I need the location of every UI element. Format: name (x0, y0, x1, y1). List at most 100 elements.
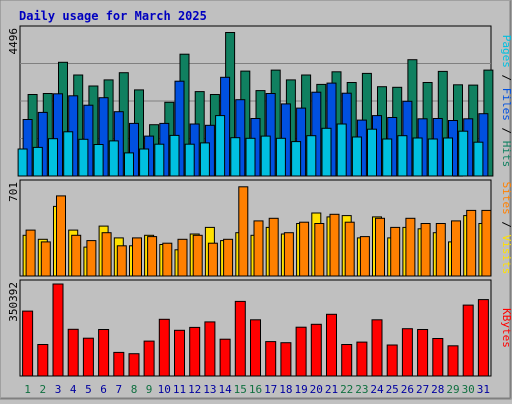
bar-kbytes (326, 313, 337, 377)
bar-kbytes (37, 344, 49, 377)
x-tick-label: 28 (431, 383, 444, 396)
x-tick-label: 20 (310, 383, 323, 396)
legend-item: Hits (500, 141, 512, 168)
bar-kbytes (250, 319, 261, 377)
x-tick-label: 11 (173, 383, 186, 396)
bar-kbytes (447, 345, 459, 377)
panel-kbytes: 350392 KBytes (7, 279, 512, 377)
x-axis-tick-labels: 1 2 3 4 5 6 7 8 9 10 11 12 13 14 15 16 17 18 19 20 21 22 23 24 2… (24, 383, 490, 396)
bar-sites (344, 221, 355, 277)
bar-kbytes (143, 340, 155, 377)
bar-sites (177, 238, 188, 277)
bar-kbytes (310, 323, 322, 377)
bar-sites (207, 242, 218, 277)
bar-pages (32, 146, 43, 177)
x-tick-label: 5 (85, 383, 92, 396)
bar-kbytes (356, 341, 368, 377)
bar-pages (367, 128, 377, 177)
bar-sites (420, 223, 431, 277)
series-kbytes (22, 283, 489, 377)
y-max-label: 4496 (7, 28, 20, 55)
bar-kbytes (401, 328, 413, 377)
bar-sites (147, 236, 158, 277)
bar-kbytes (98, 329, 110, 377)
bar-pages (215, 115, 226, 177)
bar-pages (397, 135, 408, 177)
bar-kbytes (371, 319, 383, 377)
bar-sites (116, 245, 127, 277)
legend-kbytes: KBytes (500, 308, 512, 348)
x-tick-label: 27 (416, 383, 429, 396)
bar-pages (412, 137, 423, 177)
bar-pages (458, 130, 469, 177)
bar-pages (321, 127, 332, 177)
chart-title: Daily usage for March 2025 (19, 9, 207, 23)
x-tick-label: 31 (477, 383, 490, 396)
x-tick-label: 30 (462, 383, 475, 396)
legend-item: Visits (500, 235, 512, 275)
x-tick-label: 15 (234, 383, 247, 396)
x-tick-label: 13 (203, 383, 216, 396)
legend-item: Sites (500, 182, 512, 215)
bar-sites (268, 217, 279, 277)
bar-pages (139, 148, 150, 177)
bar-pages (169, 134, 180, 177)
bar-sites (466, 209, 477, 277)
x-tick-label: 4 (70, 383, 77, 396)
bar-sites (192, 234, 203, 277)
bar-pages (154, 143, 165, 177)
bar-pages (124, 152, 134, 177)
y-max-label: 350392 (7, 282, 20, 322)
bar-kbytes (67, 328, 79, 377)
panel-visits-sites: 701 Sites / Visits (7, 179, 512, 277)
bar-kbytes (82, 337, 94, 377)
series-sites (25, 186, 492, 277)
x-tick-label: 14 (218, 383, 232, 396)
bar-kbytes (174, 329, 185, 377)
legend-hits-files-pages: Pages / Files / Hits (500, 35, 512, 168)
bar-pages (230, 137, 241, 177)
x-tick-label: 12 (188, 383, 201, 396)
bar-pages (78, 138, 89, 177)
bar-sites (223, 238, 234, 277)
x-tick-label: 22 (340, 383, 353, 396)
x-tick-label: 17 (264, 383, 277, 396)
legend-visits-sites: Sites / Visits (500, 182, 512, 275)
x-tick-label: 7 (115, 383, 122, 396)
bar-pages (427, 138, 438, 177)
bar-pages (351, 136, 362, 177)
x-tick-label: 16 (249, 383, 262, 396)
legend-item: Files (500, 88, 512, 121)
bar-pages (473, 141, 484, 177)
bar-pages (184, 143, 195, 177)
bar-sites (86, 240, 97, 277)
x-tick-label: 9 (146, 383, 153, 396)
x-tick-label: 19 (294, 383, 307, 396)
bar-kbytes (22, 310, 34, 377)
x-tick-label: 29 (446, 383, 459, 396)
bar-kbytes (341, 344, 353, 377)
bar-sites (71, 234, 82, 277)
bar-sites (314, 223, 325, 277)
x-tick-label: 18 (279, 383, 292, 396)
bar-kbytes (477, 299, 489, 377)
x-tick-label: 1 (24, 383, 31, 396)
bar-sites (299, 221, 310, 277)
bar-kbytes (462, 304, 474, 377)
bar-sites (238, 186, 249, 277)
x-tick-label: 25 (386, 383, 399, 396)
legend-item: KBytes (500, 308, 512, 348)
bar-kbytes (219, 338, 231, 377)
bar-kbytes (158, 318, 170, 377)
bar-kbytes (432, 338, 444, 377)
panel-hits-files-pages: 4496 Pages / Files / Hits (7, 25, 512, 177)
bar-kbytes (265, 341, 277, 377)
bar-pages (336, 123, 347, 177)
bar-kbytes (189, 326, 201, 377)
bar-sites (451, 220, 461, 277)
bar-kbytes (386, 344, 398, 377)
series-pages (17, 115, 484, 177)
chart-panels: 4496 Pages / Files / Hits 701 Sites / Visit… (7, 25, 512, 377)
